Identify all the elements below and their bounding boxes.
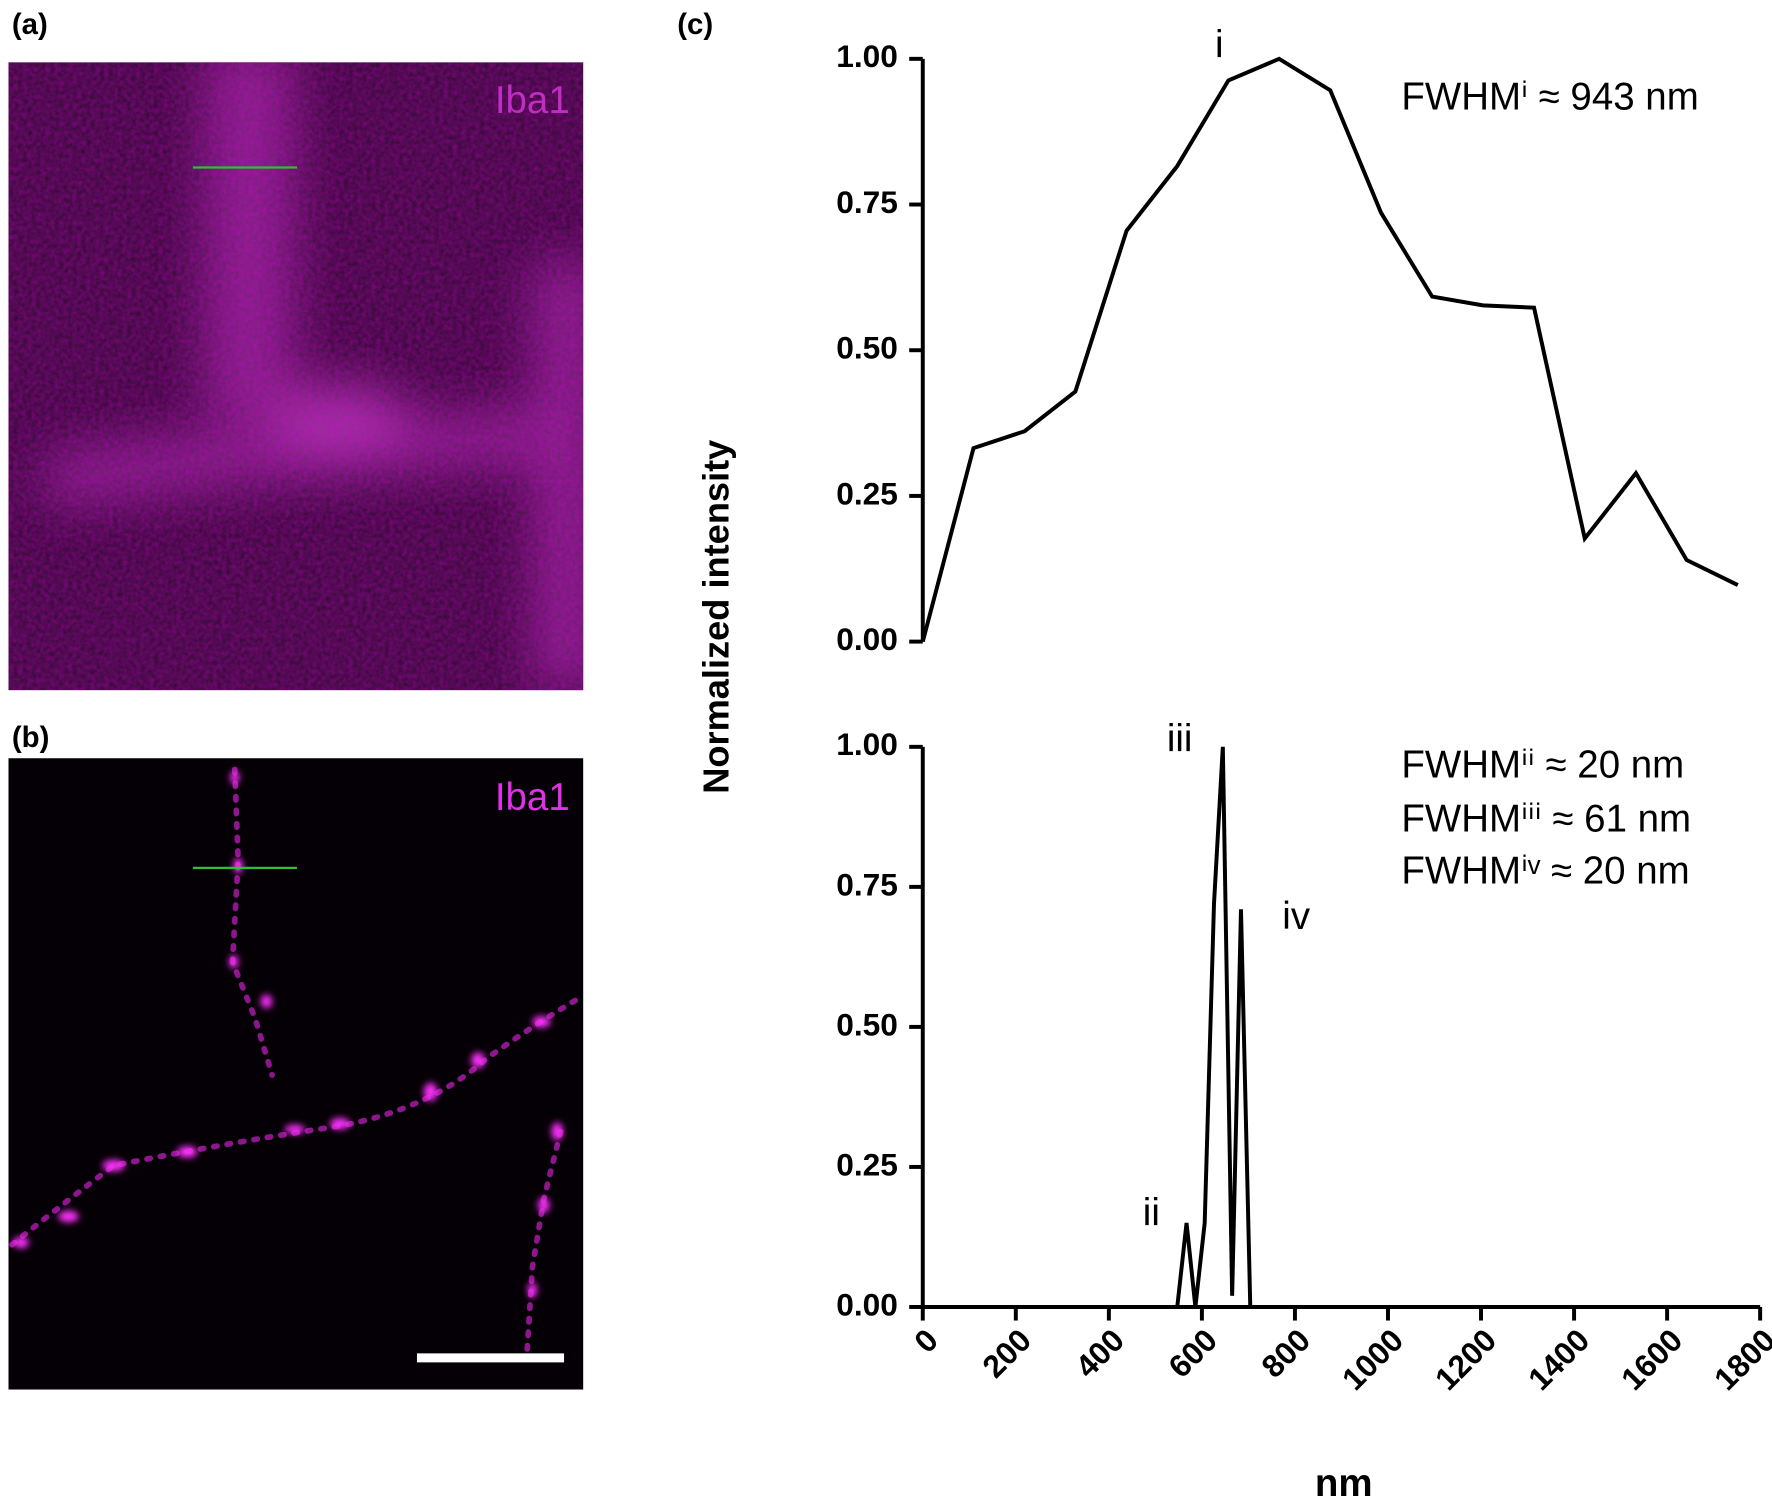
x-tick-label: 600 <box>1161 1322 1224 1385</box>
x-axis-label: nm <box>1315 1462 1373 1505</box>
panel-label: (a) <box>12 8 48 41</box>
x-tick-label: 200 <box>975 1322 1038 1385</box>
annotation: iii <box>1167 717 1193 760</box>
y-tick-label: 0.25 <box>836 1146 898 1182</box>
y-tick-label: 0.25 <box>836 475 898 511</box>
x-tick-label: 800 <box>1254 1322 1317 1385</box>
panel-label: (c) <box>677 8 713 41</box>
y-tick-label: 0.75 <box>836 184 898 220</box>
annotation: FWHMⁱⁱⁱ ≈ 61 nm <box>1401 798 1691 841</box>
x-tick-label: 1000 <box>1335 1322 1410 1397</box>
y-tick-label: 0.50 <box>836 330 898 366</box>
sted-image <box>8 758 584 1390</box>
panel-label: (b) <box>12 721 50 754</box>
x-tick-label: 1200 <box>1428 1322 1503 1397</box>
stain-label: Iba1 <box>495 776 570 819</box>
annotation: ii <box>1143 1191 1160 1234</box>
x-tick-label: 0 <box>907 1322 945 1360</box>
y-tick-label: 0.00 <box>836 1286 898 1322</box>
y-tick-label: 0.75 <box>836 866 898 902</box>
x-tick-label: 1400 <box>1521 1322 1596 1397</box>
y-tick-label: 0.50 <box>836 1006 898 1042</box>
y-tick-label: 0.00 <box>836 621 898 657</box>
annotation: FWHMⁱⁱ ≈ 20 nm <box>1401 743 1684 786</box>
x-tick-label: 400 <box>1068 1322 1131 1385</box>
annotation: i <box>1215 24 1224 67</box>
annotation: iv <box>1282 895 1311 938</box>
data-line <box>920 56 1739 643</box>
y-tick-label: 1.00 <box>836 38 898 74</box>
y-axis-label: Normalized intensity <box>696 440 737 794</box>
x-tick-label: 1800 <box>1707 1322 1772 1397</box>
confocal-image <box>8 62 584 691</box>
x-tick-label: 1600 <box>1614 1322 1689 1397</box>
data-line <box>1175 746 1253 1308</box>
y-tick-label: 1.00 <box>836 726 898 762</box>
annotation: FWHMⁱᵛ ≈ 20 nm <box>1401 850 1689 893</box>
stain-label: Iba1 <box>495 79 570 122</box>
annotation: FWHMⁱ ≈ 943 nm <box>1401 76 1698 119</box>
